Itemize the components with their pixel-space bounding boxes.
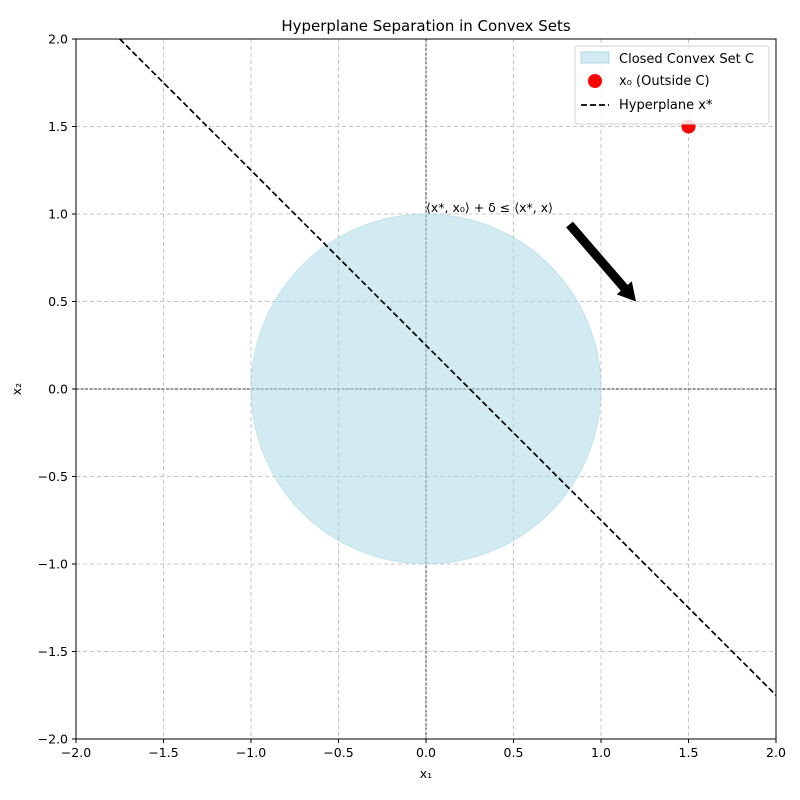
legend-label-hyperplane: Hyperplane x* <box>619 98 713 113</box>
legend-swatch-convex-set <box>580 51 610 64</box>
y-tick-label-2: −1.0 <box>38 557 68 572</box>
axis-ticks: −2.0 −1.5 −1.0 −0.5 0.0 0.5 1.0 1.5 2.0 −2.0 −1.5 −… <box>38 32 786 761</box>
zero-lines <box>76 39 776 739</box>
legend-box <box>574 45 770 125</box>
annotation-arrow <box>566 221 636 302</box>
y-axis-label: x₂ <box>9 383 24 395</box>
x-tick-label-6: 1.0 <box>591 745 611 760</box>
y-tick-label-5: 0.5 <box>48 294 68 309</box>
y-tick-label-8: 2.0 <box>48 32 68 47</box>
legend: Closed Convex Set C x₀ (Outside C) Hyper… <box>574 45 770 125</box>
y-tick-label-0: −2.0 <box>38 732 68 747</box>
x-tick-label-0: −2.0 <box>61 745 91 760</box>
y-tick-label-7: 1.5 <box>48 119 68 134</box>
x-tick-label-2: −1.0 <box>236 745 266 760</box>
x-tick-label-3: −0.5 <box>323 745 353 760</box>
legend-marker-point <box>588 74 602 88</box>
x-tick-label-7: 1.5 <box>679 745 699 760</box>
y-tick-label-6: 1.0 <box>48 207 68 222</box>
y-tick-label-4: 0.0 <box>48 382 68 397</box>
x-tick-label-4: 0.0 <box>416 745 436 760</box>
x-tick-label-1: −1.5 <box>148 745 178 760</box>
y-tick-label-3: −0.5 <box>38 469 68 484</box>
annotation-text: ⟨x*, x₀⟩ + δ ≤ ⟨x*, x⟩ <box>426 200 553 215</box>
legend-label-point: x₀ (Outside C) <box>619 74 710 89</box>
hyperplane-line <box>119 38 777 696</box>
convex-set-region <box>250 213 602 565</box>
x-axis-label: x₁ <box>420 766 432 781</box>
legend-label-convex-set: Closed Convex Set C <box>619 52 754 67</box>
plot-frame <box>75 38 777 740</box>
chart-title: Hyperplane Separation in Convex Sets <box>281 17 570 35</box>
x-tick-label-5: 0.5 <box>504 745 524 760</box>
y-tick-label-1: −1.5 <box>38 644 68 659</box>
x-tick-label-8: 2.0 <box>766 745 786 760</box>
